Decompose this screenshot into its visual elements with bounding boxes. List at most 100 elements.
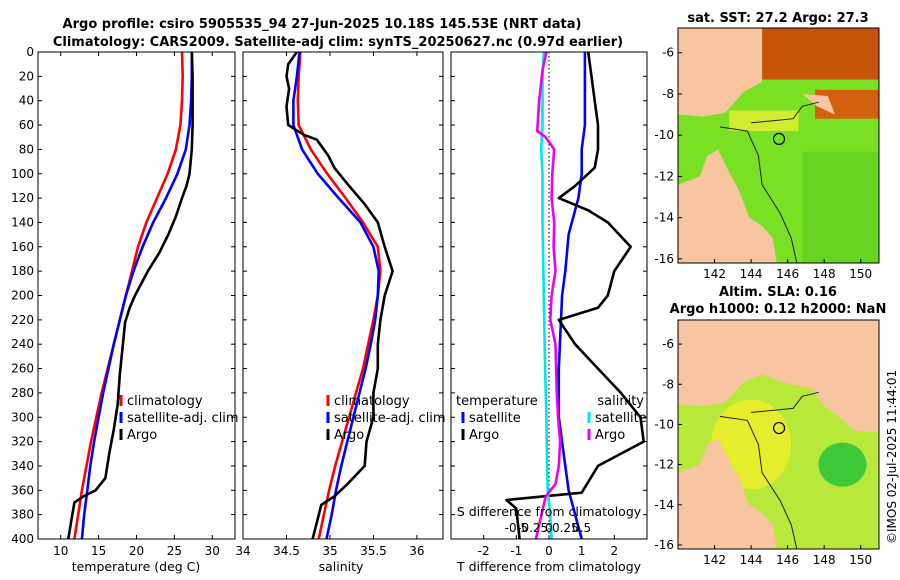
difference-xtick-label: -2 — [478, 544, 490, 558]
temperature-legend-label: satellite-adj. clim — [127, 411, 239, 426]
temperature-ytick-label: 340 — [11, 459, 34, 473]
sst-map-ytick-label: -16 — [654, 252, 674, 266]
temperature-ytick-label: 100 — [11, 167, 34, 181]
temperature-ytick-label: 320 — [11, 435, 34, 449]
temperature-xtick-label: 20 — [129, 544, 144, 558]
sst-map-argo-marker — [772, 132, 786, 146]
difference-line-t-satellite — [557, 52, 587, 539]
salinity-xtick-label: 34 — [235, 544, 250, 558]
temperature-ytick-label: 120 — [11, 191, 34, 205]
salinity-line-argo — [285, 52, 394, 539]
sst-map-ytick-label: -14 — [654, 211, 674, 225]
sla-map-contour-line — [751, 391, 819, 413]
figure-title-line-2: Climatology: CARS2009. Satellite-adj cli… — [53, 35, 623, 50]
sst-map-land-png — [678, 28, 763, 117]
sst-map-ytick-label: -12 — [654, 169, 674, 183]
sst-map-ocean-cool-patch — [802, 151, 879, 263]
difference-line-s-argo — [534, 52, 562, 539]
temperature-axes-frame — [37, 51, 236, 540]
difference-xtick-label: -1 — [510, 544, 522, 558]
difference-legend-temperature-title: temperature — [456, 394, 538, 409]
temperature-ytick-label: 80 — [19, 142, 34, 156]
difference-line-t-argo — [505, 52, 646, 539]
sst-map-ytick-label: -6 — [662, 46, 674, 60]
difference-legend-salinity-title: salinity — [597, 394, 644, 409]
sst-map-land-png-tail — [802, 94, 836, 115]
temperature-ytick-label: 40 — [19, 94, 34, 108]
salinity-line-satellite-adj-clim — [292, 52, 381, 539]
temperature-ytick-label: 260 — [11, 362, 34, 376]
temperature-ytick-label: 300 — [11, 410, 34, 424]
difference-legend-temperature-label: Argo — [469, 428, 499, 443]
sst-map-contour-line — [751, 101, 819, 124]
difference-s-xtick-label: -0.5 — [505, 521, 528, 535]
difference-xtick-label: 2 — [611, 544, 619, 558]
temperature-ytick-label: 400 — [11, 532, 34, 546]
sst-map-xtick-label: 144 — [740, 267, 763, 281]
difference-xtick-label: 0 — [545, 544, 553, 558]
difference-s-xtick-label: 0 — [545, 521, 553, 535]
salinity-legend-label: Argo — [334, 428, 364, 443]
salinity-legend-label: satellite-adj. clim — [334, 411, 446, 426]
sla-map-land-cape-york — [678, 438, 777, 549]
temperature-ytick-label: 380 — [11, 508, 34, 522]
temperature-ytick-label: 180 — [11, 264, 34, 278]
sla-map-ytick-label: -10 — [654, 417, 674, 431]
salinity-panel: 34 34.5 35 35.5 36 salinity climatology satel… — [235, 51, 446, 574]
salinity-xtick-label: 35.5 — [360, 544, 387, 558]
temperature-ytick-label: 160 — [11, 240, 34, 254]
sla-map-ytick-label: -16 — [654, 538, 674, 552]
salinity-xlabel: salinity — [319, 559, 364, 574]
difference-line-s-satellite — [539, 52, 553, 539]
copyright-stamp: ©IMOS 02-Jul-2025 11:44:01 — [885, 370, 899, 544]
sst-map-land-cape-york — [678, 149, 777, 263]
temperature-ytick-label: 200 — [11, 289, 34, 303]
sla-map-xtick-label: 142 — [703, 553, 726, 567]
temperature-ytick-label: 360 — [11, 483, 34, 497]
temperature-ytick-label: 240 — [11, 337, 34, 351]
temperature-ytick-label: 60 — [19, 118, 34, 132]
difference-xlabel: T difference from climatology — [456, 559, 642, 574]
sla-map-ocean-low-patch — [818, 442, 867, 487]
sla-map-ytick-label: -8 — [662, 377, 674, 391]
sla-map-ytick-label: -12 — [654, 458, 674, 472]
sst-map-xtick-label: 150 — [849, 267, 872, 281]
temperature-panel: 10 15 20 25 30020406080100120140160180200220… — [11, 45, 239, 574]
sla-map-title-line-1: Altim. SLA: 0.16 — [719, 285, 837, 300]
sst-map-ocean-warm-patch — [729, 110, 799, 132]
sst-map-warm-sea-patch — [760, 28, 879, 80]
difference-s-xlabel: S difference from climatology — [457, 504, 642, 519]
sst-map-xtick-label: 146 — [776, 267, 799, 281]
salinity-xtick-label: 35 — [322, 544, 337, 558]
temperature-line-argo — [67, 52, 194, 539]
sst-map-contour-line — [719, 126, 798, 263]
sla-map-xtick-label: 144 — [740, 553, 763, 567]
sla-map-xtick-label: 146 — [776, 553, 799, 567]
difference-legend: temperature salinity satellite Argo satellit… — [456, 394, 647, 443]
sst-map-title: sat. SST: 27.2 Argo: 27.3 — [687, 11, 868, 26]
difference-s-xtick-label: 0.5 — [572, 521, 591, 535]
temperature-ytick-label: 220 — [11, 313, 34, 327]
temperature-xtick-label: 30 — [205, 544, 220, 558]
temperature-legend-label: climatology — [127, 394, 203, 409]
sla-map-contour-line — [719, 415, 798, 549]
salinity-xtick-label: 36 — [409, 544, 424, 558]
sla-map-land-png — [678, 320, 879, 433]
temperature-ytick-label: 280 — [11, 386, 34, 400]
sla-map-ytick-label: -14 — [654, 498, 674, 512]
temperature-ytick-label: 20 — [19, 69, 34, 83]
temperature-xtick-label: 10 — [53, 544, 68, 558]
temperature-line-satellite-adj-clim — [80, 52, 194, 539]
sla-map-ytick-label: -6 — [662, 337, 674, 351]
sst-map-panel: sat. SST: 27.2 Argo: 27.3 142 144 146 148 15… — [654, 11, 880, 281]
salinity-legend: climatology satellite-adj. clim Argo — [326, 394, 446, 443]
difference-s-xtick-label: 0.25 — [552, 521, 579, 535]
salinity-legend-label: climatology — [334, 394, 410, 409]
difference-legend-temperature-label: satellite — [469, 411, 521, 426]
difference-panel: -2 -1 0 1 2-0.5-0.250 0.250.5 T difference fr… — [450, 51, 648, 574]
sla-map-title-line-2: Argo h1000: 0.12 h2000: NaN — [670, 302, 887, 317]
sla-map-panel: Altim. SLA: 0.16 Argo h1000: 0.12 h2000:… — [654, 285, 886, 567]
temperature-xtick-label: 25 — [167, 544, 182, 558]
temperature-xlabel: temperature (deg C) — [72, 559, 201, 574]
